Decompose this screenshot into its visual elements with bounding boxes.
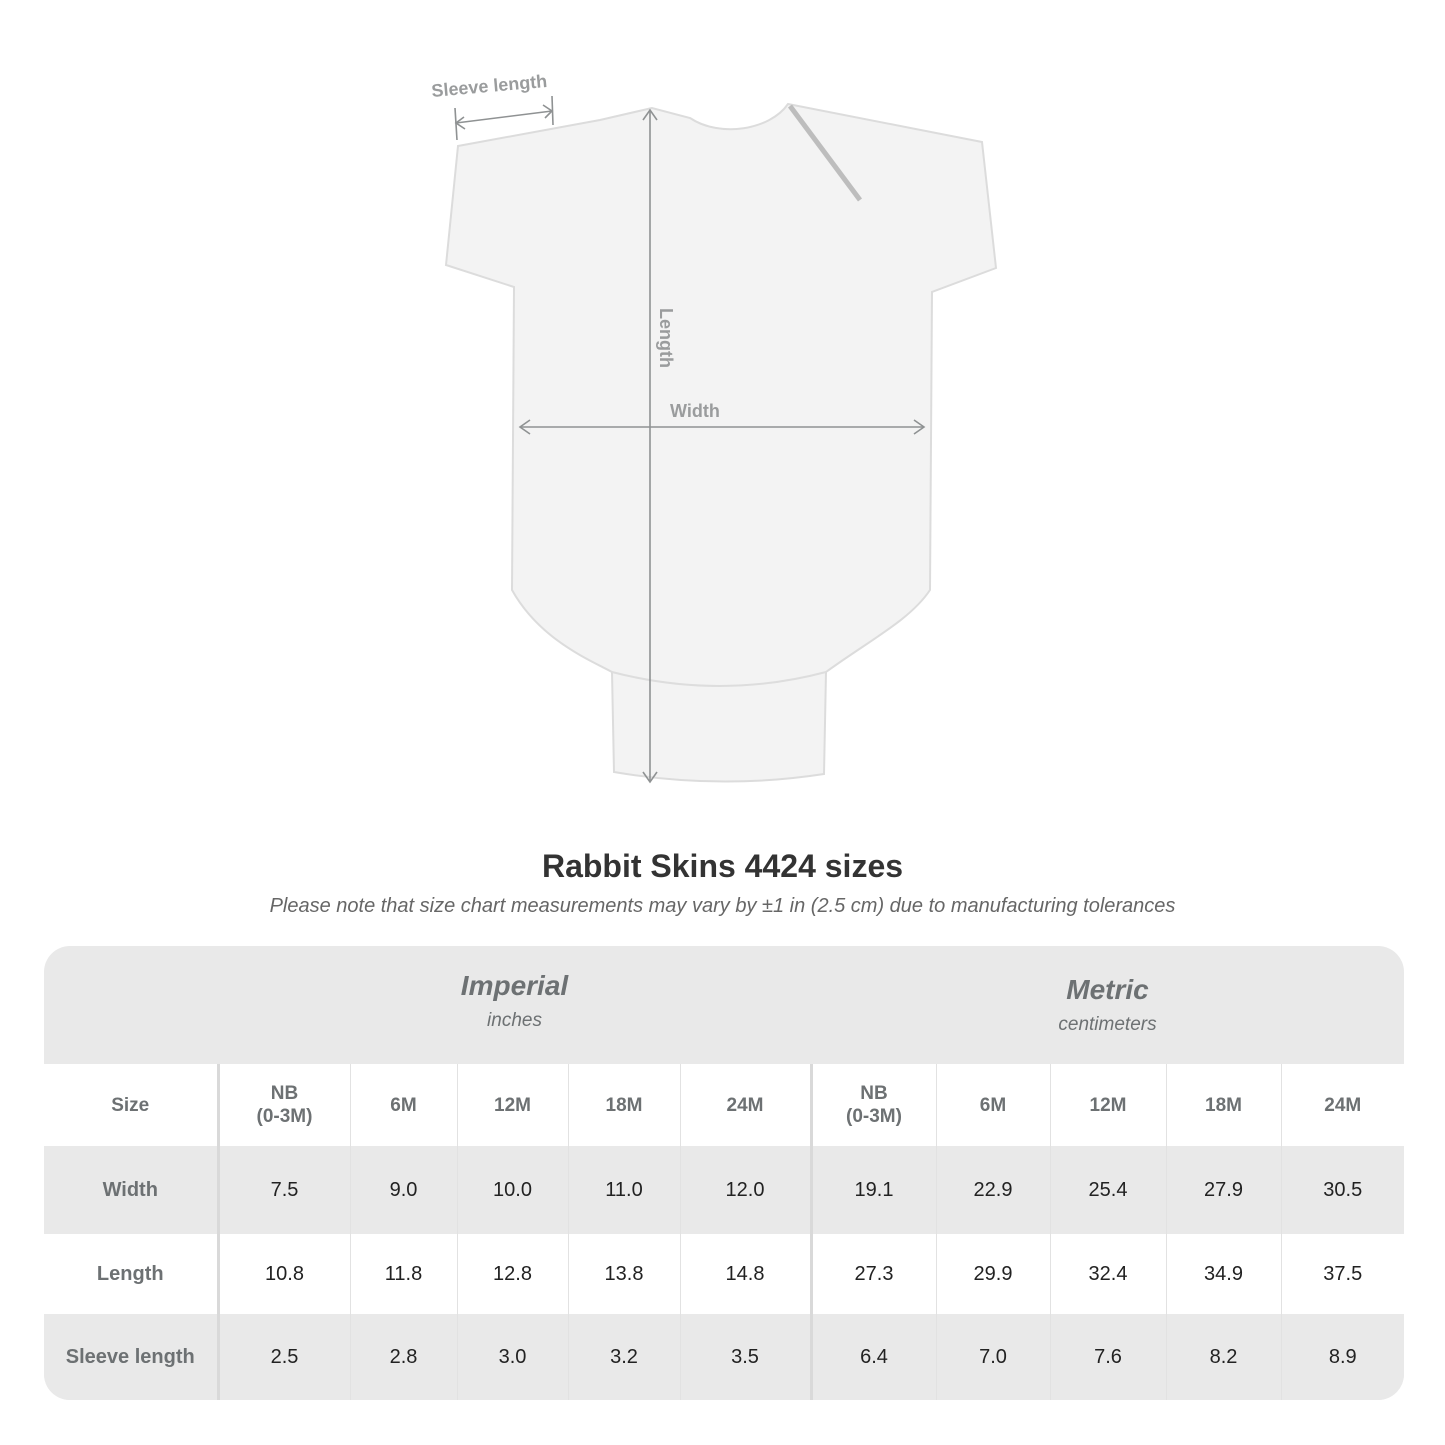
metric-value-cell: 7.0 xyxy=(935,1314,1050,1400)
imperial-value-cell: 12.8 xyxy=(456,1234,568,1314)
metric-value-cell: 29.9 xyxy=(935,1234,1050,1314)
size-header-text: 24M xyxy=(1324,1094,1362,1116)
size-header-imperial: 18M xyxy=(567,1064,680,1146)
sleeve-arrow xyxy=(455,110,553,124)
size-header-imperial: 24M xyxy=(679,1064,811,1146)
chart-title: Rabbit Skins 4424 sizes xyxy=(541,848,904,884)
metric-unit: centimeters xyxy=(1058,1014,1157,1035)
onesie-measurement-diagram: Sleeve length Length Width xyxy=(431,71,998,784)
table-row: Width 7.5 9.0 10.0 11.0 12.0 19.1 22.9 25.4 27.9 3… xyxy=(44,1146,1404,1234)
size-header-text: 6M xyxy=(979,1094,1007,1116)
size-header-imperial: 12M xyxy=(456,1064,568,1146)
size-header-metric: 24M xyxy=(1280,1064,1404,1146)
size-header-metric: 12M xyxy=(1049,1064,1166,1146)
size-header-text: 12M xyxy=(1089,1094,1127,1116)
size-header-text: NB xyxy=(860,1083,888,1104)
imperial-value-cell: 11.8 xyxy=(349,1234,457,1314)
size-header-imperial: 6M xyxy=(349,1064,457,1146)
size-header-metric: 18M xyxy=(1165,1064,1281,1146)
table-row: Sleeve length 2.5 2.8 3.0 3.2 3.5 6.4 7.0 7.6 8.2… xyxy=(44,1314,1404,1400)
size-header-text: (0-3M) xyxy=(256,1106,313,1127)
metric-value-cell: 30.5 xyxy=(1280,1146,1404,1234)
size-label: Size xyxy=(44,1064,220,1146)
row-label: Sleeve length xyxy=(44,1314,220,1400)
onesie-image xyxy=(444,102,998,783)
imperial-value-cell: 3.2 xyxy=(567,1314,680,1400)
size-table: Imperial inches Metric centimeters Size N… xyxy=(44,946,1404,1400)
metric-value-cell: 8.2 xyxy=(1165,1314,1281,1400)
row-label: Width xyxy=(44,1146,220,1234)
metric-value-cell: 7.6 xyxy=(1049,1314,1166,1400)
imperial-value-cell: 2.8 xyxy=(349,1314,457,1400)
size-header-text: 12M xyxy=(494,1094,531,1116)
imperial-value-cell: 13.8 xyxy=(567,1234,680,1314)
metric-value-cell: 27.3 xyxy=(809,1234,936,1314)
metric-value-cell: 8.9 xyxy=(1280,1314,1404,1400)
table-row: Length 10.8 11.8 12.8 13.8 14.8 27.3 29.9 32.4 34… xyxy=(44,1234,1404,1314)
size-header-text: 18M xyxy=(605,1094,643,1116)
metric-value-cell: 34.9 xyxy=(1165,1234,1281,1314)
size-header-metric: 6M xyxy=(935,1064,1050,1146)
size-header-text: 18M xyxy=(1205,1094,1242,1116)
tolerance-note: Please note that size chart measurements… xyxy=(269,895,1176,917)
length-label: Length xyxy=(656,308,676,368)
imperial-value-cell: 2.5 xyxy=(217,1314,350,1400)
imperial-value-cell: 3.5 xyxy=(679,1314,811,1400)
metric-value-cell: 19.1 xyxy=(809,1146,936,1234)
snap-flap-seam xyxy=(611,671,827,687)
imperial-title: Imperial xyxy=(460,970,569,1001)
size-header-text: NB xyxy=(270,1083,299,1104)
shoulder-fold-shadow xyxy=(787,104,863,202)
imperial-value-cell: 12.0 xyxy=(679,1146,811,1234)
imperial-value-cell: 7.5 xyxy=(217,1146,350,1234)
imperial-value-cell: 11.0 xyxy=(567,1146,680,1234)
size-header-imperial: NB (0-3M) xyxy=(217,1064,350,1146)
size-header-text: 24M xyxy=(726,1094,764,1116)
size-header-text: 6M xyxy=(390,1094,417,1116)
imperial-value-cell: 3.0 xyxy=(456,1314,568,1400)
metric-header: Metric centimeters xyxy=(811,950,1404,1068)
metric-value-cell: 6.4 xyxy=(809,1314,936,1400)
arrows xyxy=(454,95,926,784)
imperial-unit: inches xyxy=(487,1010,542,1031)
size-header-metric: NB (0-3M) xyxy=(809,1064,936,1146)
imperial-value-cell: 9.0 xyxy=(349,1146,457,1234)
metric-value-cell: 32.4 xyxy=(1049,1234,1166,1314)
imperial-value-cell: 10.8 xyxy=(217,1234,350,1314)
metric-value-cell: 27.9 xyxy=(1165,1146,1281,1234)
size-header-row: Size NB (0-3M) 6M 12M 18M 24M NB (0-3M) 6M 12M 18M 2… xyxy=(44,1064,1404,1146)
sleeve-length-label: Sleeve length xyxy=(431,71,548,101)
size-grid: Size NB (0-3M) 6M 12M 18M 24M NB (0-3M) 6M 12M 18M 2… xyxy=(44,1064,1404,1400)
imperial-value-cell: 14.8 xyxy=(679,1234,811,1314)
size-header-text: (0-3M) xyxy=(846,1106,902,1127)
metric-value-cell: 37.5 xyxy=(1280,1234,1404,1314)
metric-value-cell: 22.9 xyxy=(935,1146,1050,1234)
width-label: Width xyxy=(670,401,720,421)
row-label: Length xyxy=(44,1234,220,1314)
imperial-header: Imperial inches xyxy=(218,946,811,1064)
metric-title: Metric xyxy=(1066,974,1149,1005)
imperial-value-cell: 10.0 xyxy=(456,1146,568,1234)
metric-value-cell: 25.4 xyxy=(1049,1146,1166,1234)
